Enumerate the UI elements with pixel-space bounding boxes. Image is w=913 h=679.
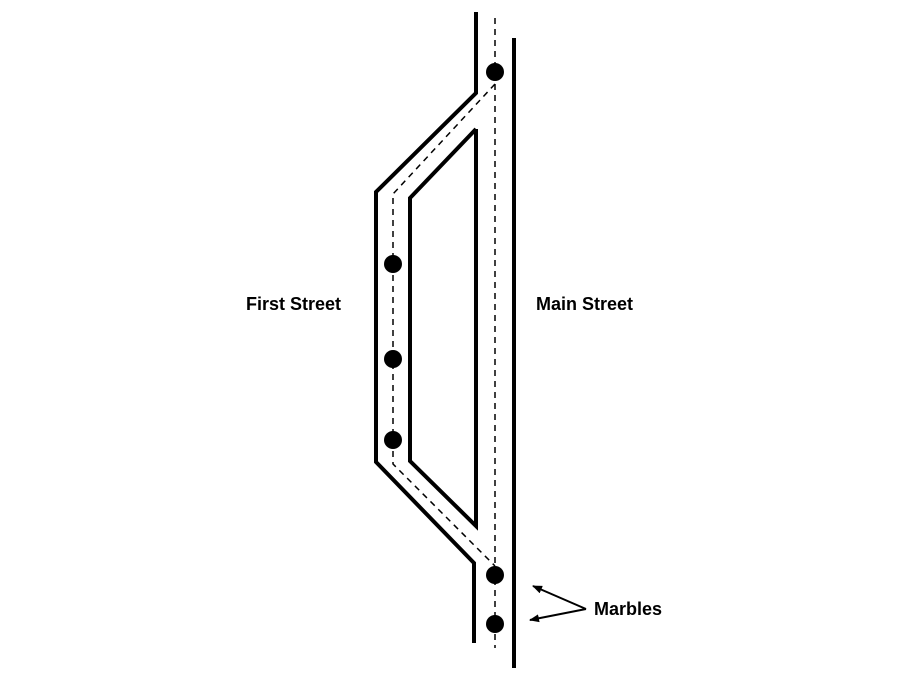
marble-arrow-upper [532, 585, 587, 610]
marbles-label: Marbles [594, 599, 663, 619]
marble [486, 566, 504, 584]
marble [384, 350, 402, 368]
road-outer-left-edge [374, 12, 478, 643]
marble [486, 63, 504, 81]
island-edge [408, 127, 478, 531]
marble [384, 431, 402, 449]
marble-arrow-lower [529, 608, 587, 623]
marble [384, 255, 402, 273]
marble [486, 615, 504, 633]
main-street-label: Main Street [536, 294, 634, 314]
first-street-label: First Street [246, 294, 342, 314]
